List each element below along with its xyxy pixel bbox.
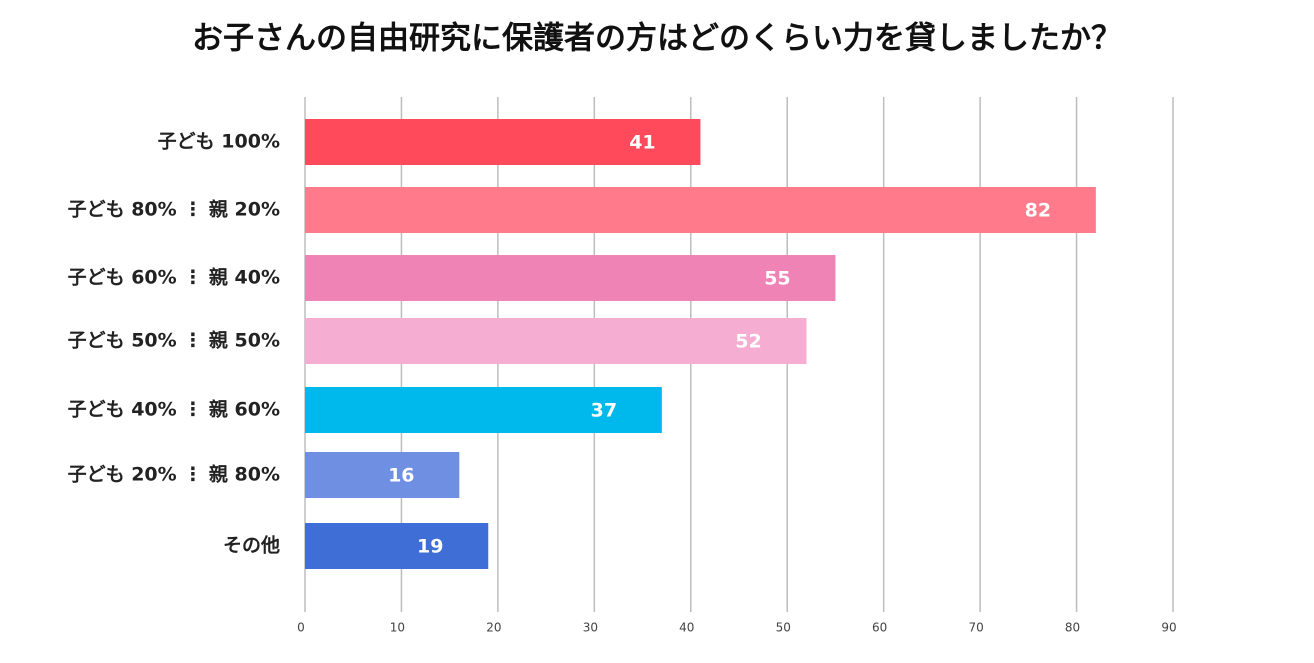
- value-label: 52: [735, 331, 761, 353]
- value-label: 19: [417, 536, 443, 558]
- x-tick-label: 70: [968, 621, 983, 635]
- value-label: 82: [1025, 200, 1051, 222]
- x-tick-label: 10: [390, 621, 405, 635]
- value-label: 16: [388, 465, 414, 487]
- y-tick-label: その他: [223, 534, 280, 557]
- x-tick-label: 40: [679, 621, 694, 635]
- bar: [305, 523, 489, 569]
- chart-title: お子さんの自由研究に保護者の方はどのくらい力を貸しましたか？: [192, 21, 1122, 57]
- y-tick-label: 子ども 60% ⋮ 親 40%: [68, 266, 280, 289]
- y-tick-label: 子ども 100%: [158, 131, 280, 153]
- value-label: 55: [764, 268, 790, 290]
- bar: [305, 255, 836, 301]
- y-tick-label: 子ども 50% ⋮ 親 50%: [68, 329, 280, 352]
- x-tick-label: 80: [1065, 621, 1080, 635]
- bar: [305, 387, 662, 433]
- bar: [305, 318, 807, 364]
- x-tick-label: 0: [297, 621, 305, 635]
- value-label: 41: [629, 132, 655, 154]
- x-tick-label: 60: [872, 621, 887, 635]
- x-tick-label: 90: [1161, 621, 1176, 635]
- bar: [305, 452, 460, 498]
- x-tick-label: 30: [583, 621, 598, 635]
- bar: [305, 187, 1096, 233]
- y-tick-label: 子ども 40% ⋮ 親 60%: [68, 398, 280, 421]
- value-label: 37: [591, 400, 617, 422]
- x-tick-label: 50: [776, 621, 791, 635]
- y-tick-label: 子ども 80% ⋮ 親 20%: [68, 198, 280, 221]
- y-tick-label: 子ども 20% ⋮ 親 80%: [68, 463, 280, 486]
- x-tick-label: 20: [486, 621, 501, 635]
- bar: [305, 119, 701, 165]
